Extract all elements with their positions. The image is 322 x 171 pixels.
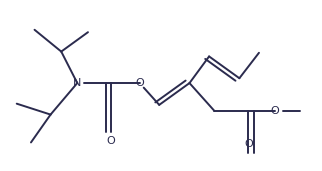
Text: O: O [244,139,253,149]
Text: O: O [107,136,116,146]
Text: O: O [135,78,144,88]
Text: N: N [73,78,81,88]
Text: O: O [270,106,279,116]
